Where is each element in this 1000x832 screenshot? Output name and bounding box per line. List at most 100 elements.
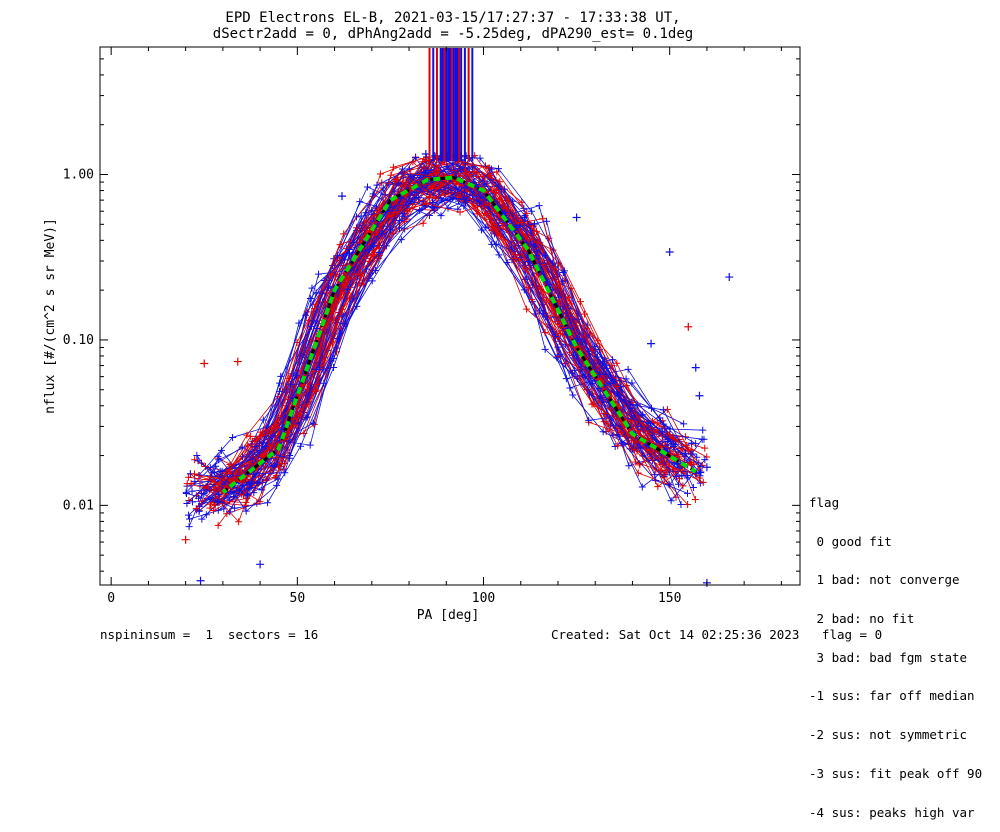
flux-trace <box>223 169 679 495</box>
trace-point <box>419 219 427 227</box>
trace-point <box>677 501 685 509</box>
trace-point <box>657 466 665 474</box>
trace-point <box>663 437 671 445</box>
trace-point <box>633 401 641 409</box>
trace-point <box>653 419 661 427</box>
trace-point <box>683 489 691 497</box>
trace-point <box>372 267 380 275</box>
axes: 0 50 100 150 0.01 0.10 1.00 <box>63 46 801 606</box>
trace-point <box>456 208 464 216</box>
trace-point <box>315 270 323 278</box>
trace-point <box>559 269 567 277</box>
trace-point <box>539 215 547 223</box>
trace-point <box>488 226 496 234</box>
trace-point <box>673 473 681 481</box>
trace-point <box>613 383 621 391</box>
trace-point <box>541 252 549 260</box>
trace-point <box>588 400 596 408</box>
trace-point <box>215 498 223 506</box>
trace-point <box>443 162 451 170</box>
trace-point <box>460 202 468 210</box>
trace-point <box>395 217 403 225</box>
trace-point <box>217 446 225 454</box>
trace-point <box>660 474 668 482</box>
x-tick-label: 150 <box>658 591 681 606</box>
trace-point <box>300 401 308 409</box>
y-tick-label: 0.10 <box>63 333 94 348</box>
trace-point <box>591 343 599 351</box>
chart-title: EPD Electrons EL-B, 2021-03-15/17:27:37 … <box>225 10 680 26</box>
trace-point <box>639 411 647 419</box>
legend-item-1: 1 bad: not converge <box>809 572 960 588</box>
trace-point <box>356 270 364 278</box>
trace-point <box>559 277 567 285</box>
trace-point <box>518 218 526 226</box>
trace-point <box>270 461 278 469</box>
trace-point <box>527 207 535 215</box>
median-fit <box>221 175 697 494</box>
trace-point <box>588 380 596 388</box>
trace-point <box>258 431 266 439</box>
trace-point <box>248 455 256 463</box>
trace-point <box>397 236 405 244</box>
trace-point <box>345 246 353 254</box>
trace-point <box>375 249 383 257</box>
trace-point <box>202 511 210 519</box>
flux-trace <box>215 165 689 506</box>
trace-point <box>476 198 484 206</box>
trace-point <box>336 241 344 249</box>
x-axis-label: PA [deg] <box>417 608 480 623</box>
outlier-point <box>695 391 704 400</box>
trace-point <box>330 363 338 371</box>
trace-point <box>543 261 551 269</box>
trace-point <box>359 280 367 288</box>
trace-point <box>306 294 314 302</box>
legend-item-6: -3 sus: fit peak off 90 <box>809 765 983 781</box>
trace-point <box>701 444 709 452</box>
trace-point <box>274 475 282 483</box>
trace-point <box>249 470 257 478</box>
trace-point <box>437 212 445 220</box>
trace-point <box>555 320 563 328</box>
flux-trace <box>221 184 692 503</box>
outlier-point <box>196 576 205 585</box>
trace-point <box>363 183 371 191</box>
trace-point <box>277 372 285 380</box>
trace-point <box>390 208 398 216</box>
x-tick-label: 100 <box>472 591 495 606</box>
trace-point <box>656 414 664 422</box>
trace-point <box>278 454 286 462</box>
trace-point <box>290 415 298 423</box>
trace-point <box>185 515 193 523</box>
trace-point <box>565 294 573 302</box>
trace-point <box>423 200 431 208</box>
trace-point <box>297 442 305 450</box>
trace-point <box>229 433 237 441</box>
trace-point <box>253 499 261 507</box>
trace-point <box>243 431 251 439</box>
trace-point <box>206 500 214 508</box>
trace-point <box>487 165 495 173</box>
trace-point <box>556 350 564 358</box>
trace-point <box>319 366 327 374</box>
chart-subtitle: dSectr2add = 0, dPhAng2add = -5.25deg, d… <box>213 26 693 42</box>
flux-trace <box>197 156 688 489</box>
trace-point <box>210 468 218 476</box>
trace-point <box>613 359 621 367</box>
trace-point <box>306 441 314 449</box>
trace-point <box>535 202 543 210</box>
trace-point <box>195 494 203 502</box>
trace-point <box>190 470 198 478</box>
y-axis-label: nflux [#/(cm^2 s sr MeV)] <box>43 218 58 414</box>
trace-point <box>632 458 640 466</box>
outlier-point <box>338 192 347 201</box>
y-tick-label: 0.01 <box>63 498 94 513</box>
outlier-point <box>647 339 656 348</box>
trace-point <box>494 229 502 237</box>
outlier-point <box>691 363 700 372</box>
trace-point <box>697 462 705 470</box>
median-fit-line <box>221 175 697 494</box>
trace-point <box>242 507 250 515</box>
outlier-point <box>200 359 209 368</box>
legend-item-4: -1 sus: far off median <box>809 688 975 704</box>
